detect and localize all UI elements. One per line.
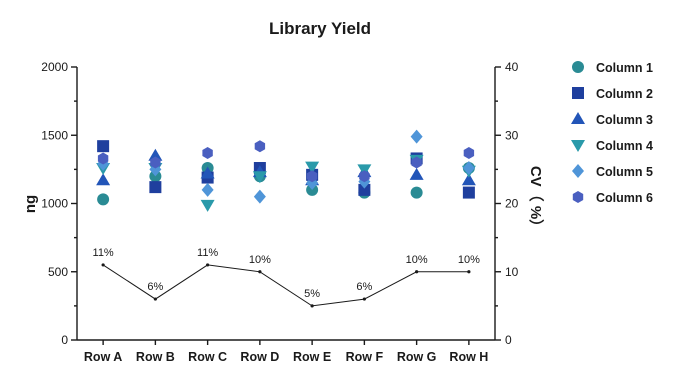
x-tick-label: Row G (397, 350, 437, 364)
series-2-point (462, 186, 475, 199)
cv-point (310, 304, 314, 308)
series-6-point (254, 140, 266, 153)
cv-data-label: 5% (304, 288, 320, 300)
cv-point (415, 270, 419, 274)
series-3-point (200, 166, 215, 179)
y2-tick-label: 30 (505, 128, 519, 142)
series-1-point (410, 186, 423, 199)
plot-area: 0 500 1000 1500 2000 0 10 20 30 40 Row A Row B Row C… (41, 60, 518, 364)
cv-data-label: 6% (356, 281, 372, 293)
series-6-point (202, 147, 213, 159)
cv-point (467, 270, 471, 274)
legend-marker-5 (572, 164, 584, 178)
series-6-point (463, 147, 475, 159)
y-tick-label: 0 (61, 333, 68, 347)
legend-label-5: Column 5 (596, 165, 653, 179)
legend-marker-2 (572, 87, 584, 99)
series-3-point (409, 167, 424, 180)
series-3-point (96, 173, 111, 186)
cv-data-label: 11% (93, 247, 114, 259)
series-6-point (411, 156, 422, 169)
cv-line (102, 264, 469, 307)
cv-point (362, 297, 366, 301)
cv-data-label: 10% (458, 254, 480, 266)
y-tick-label: 500 (48, 265, 68, 279)
series-2-point (149, 181, 162, 194)
y2-tick-label: 20 (505, 197, 519, 211)
series-6-point (306, 170, 318, 183)
y-tick-label: 1000 (41, 197, 68, 211)
y-tick-label: 2000 (41, 60, 68, 74)
legend-label-4: Column 4 (596, 139, 653, 153)
x-tick-label: Row F (346, 350, 384, 364)
x-tick-label: Row H (449, 350, 488, 364)
series-5-point (462, 161, 475, 176)
series-5-point (410, 129, 423, 144)
y2-tick-label: 10 (505, 265, 519, 279)
cv-point (101, 263, 105, 267)
series-5-point (201, 182, 214, 197)
series-6-point (97, 152, 109, 165)
legend-marker-4 (571, 140, 585, 152)
cv-point (153, 297, 157, 301)
series-1-point (97, 193, 110, 206)
legend-marker-3 (571, 112, 585, 124)
y2-tick-label: 40 (505, 60, 519, 74)
legend-label-6: Column 6 (596, 191, 653, 205)
series-4-point (305, 161, 320, 174)
series-2-point (358, 183, 371, 196)
legend: Column 1 Column 2 Column 3 Column 4 Column 5… (571, 61, 653, 205)
x-tick-label: Row D (240, 350, 279, 364)
legend-marker-1 (572, 61, 584, 73)
cv-data-label: 11% (197, 247, 218, 259)
series-3-point (148, 148, 163, 161)
series-5-point (253, 189, 266, 204)
series-4-point (200, 199, 215, 212)
cv-point (258, 270, 262, 274)
x-tick-label: Row E (293, 350, 331, 364)
legend-label-1: Column 1 (596, 61, 653, 75)
chart-title: Library Yield (269, 19, 371, 38)
cv-data-label: 6% (147, 281, 163, 293)
series-2-point (97, 140, 110, 153)
y-tick-label: 1500 (41, 128, 68, 142)
cv-data-label: 10% (406, 254, 428, 266)
series-6-point (150, 156, 161, 169)
series-6-point (359, 170, 370, 183)
cv-data-label: 10% (249, 254, 271, 266)
legend-label-3: Column 3 (596, 113, 653, 127)
cv-point (206, 263, 210, 267)
series-3-point (461, 173, 476, 186)
legend-marker-6 (572, 191, 584, 203)
x-tick-label: Row B (136, 350, 175, 364)
y2-axis-title: CV（ %） (527, 166, 545, 234)
series-4-point (252, 171, 267, 184)
legend-label-2: Column 2 (596, 87, 653, 101)
y-axis-title: ng (22, 195, 39, 213)
x-tick-label: Row A (84, 350, 122, 364)
y2-tick-label: 0 (505, 333, 512, 347)
x-tick-label: Row C (188, 350, 227, 364)
